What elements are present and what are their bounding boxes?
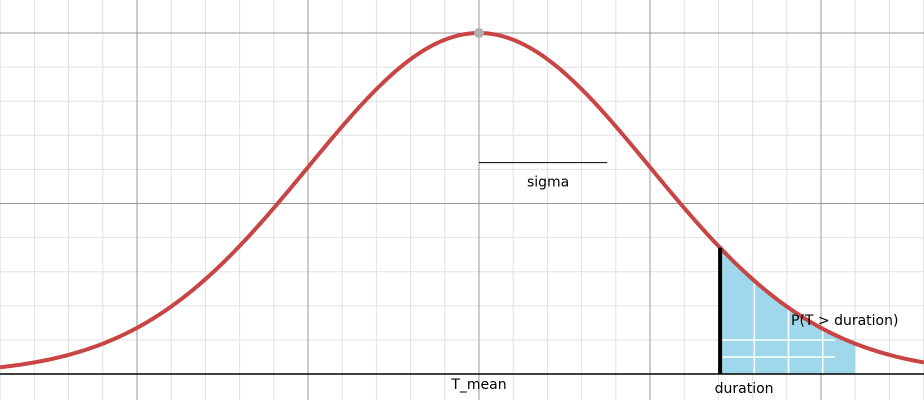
mean-label: T_mean (450, 377, 506, 393)
density-curve (0, 31, 924, 370)
tail-probability-label: P(T > duration) (791, 313, 898, 329)
sigma-label: sigma (527, 175, 569, 191)
tail-area-gridlines (720, 282, 836, 374)
peak-marker (474, 28, 484, 38)
duration-label: duration (715, 381, 774, 397)
